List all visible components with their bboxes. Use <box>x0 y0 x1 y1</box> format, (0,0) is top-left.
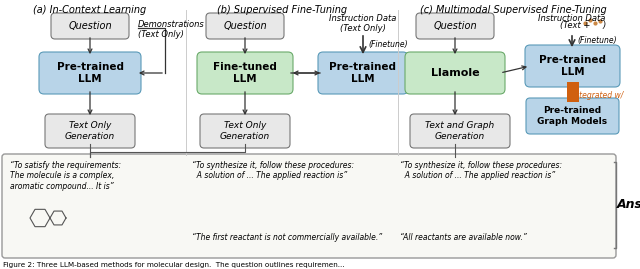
Text: Question: Question <box>68 21 112 31</box>
Text: Text Only
Generation: Text Only Generation <box>220 121 270 141</box>
FancyBboxPatch shape <box>405 52 505 94</box>
FancyBboxPatch shape <box>566 82 579 102</box>
FancyBboxPatch shape <box>39 52 141 94</box>
Text: “To satisfy the requirements:
The molecule is a complex,
aromatic compound... It: “To satisfy the requirements: The molecu… <box>10 161 121 191</box>
FancyBboxPatch shape <box>51 13 129 39</box>
Text: Pre-trained
LLM: Pre-trained LLM <box>330 62 397 84</box>
FancyBboxPatch shape <box>45 114 135 148</box>
FancyBboxPatch shape <box>197 52 293 94</box>
FancyBboxPatch shape <box>200 114 290 148</box>
FancyBboxPatch shape <box>525 45 620 87</box>
FancyBboxPatch shape <box>526 98 619 134</box>
Text: (Text +: (Text + <box>560 21 590 30</box>
Text: “The first reactant is not commercially available.”: “The first reactant is not commercially … <box>192 233 382 242</box>
Text: (Finetune): (Finetune) <box>577 37 616 45</box>
Text: (b) Supervised Fine-Tuning: (b) Supervised Fine-Tuning <box>217 5 347 15</box>
FancyBboxPatch shape <box>206 13 284 39</box>
Text: Text and Graph
Generation: Text and Graph Generation <box>426 121 495 141</box>
Text: Question: Question <box>433 21 477 31</box>
Text: Text Only
Generation: Text Only Generation <box>65 121 115 141</box>
Text: Llamole: Llamole <box>431 68 479 78</box>
FancyBboxPatch shape <box>318 52 408 94</box>
Text: “All reactants are available now.”: “All reactants are available now.” <box>400 233 527 242</box>
Text: Pre-trained
Graph Models: Pre-trained Graph Models <box>538 106 607 126</box>
Text: Instruction Data: Instruction Data <box>538 14 605 23</box>
Text: (c) Multimodal Supervised Fine-Tuning: (c) Multimodal Supervised Fine-Tuning <box>420 5 606 15</box>
Text: “To synthesize it, follow these procedures:
  A solution of ... The applied reac: “To synthesize it, follow these procedur… <box>400 161 562 180</box>
Text: “To synthesize it, follow these procedures:
  A solution of ... The applied reac: “To synthesize it, follow these procedur… <box>192 161 354 180</box>
FancyBboxPatch shape <box>416 13 494 39</box>
Text: Figure 2: Three LLM-based methods for molecular design.  The question outlines r: Figure 2: Three LLM-based methods for mo… <box>3 262 344 268</box>
Text: (a) In-Context Learning: (a) In-Context Learning <box>33 5 147 15</box>
Text: Integrated w/: Integrated w/ <box>573 90 624 100</box>
Text: Fine-tuned
LLM: Fine-tuned LLM <box>213 62 277 84</box>
FancyBboxPatch shape <box>2 154 616 258</box>
Text: Answer: Answer <box>617 199 640 211</box>
Text: Pre-trained
LLM: Pre-trained LLM <box>56 62 124 84</box>
Text: Instruction Data
(Text Only): Instruction Data (Text Only) <box>330 14 397 33</box>
Text: Demonstrations
(Text Only): Demonstrations (Text Only) <box>138 20 205 39</box>
Text: (Finetune): (Finetune) <box>368 40 408 48</box>
Text: Pre-trained
LLM: Pre-trained LLM <box>539 55 606 77</box>
Text: Question: Question <box>223 21 267 31</box>
Text: ): ) <box>603 21 606 30</box>
FancyBboxPatch shape <box>410 114 510 148</box>
